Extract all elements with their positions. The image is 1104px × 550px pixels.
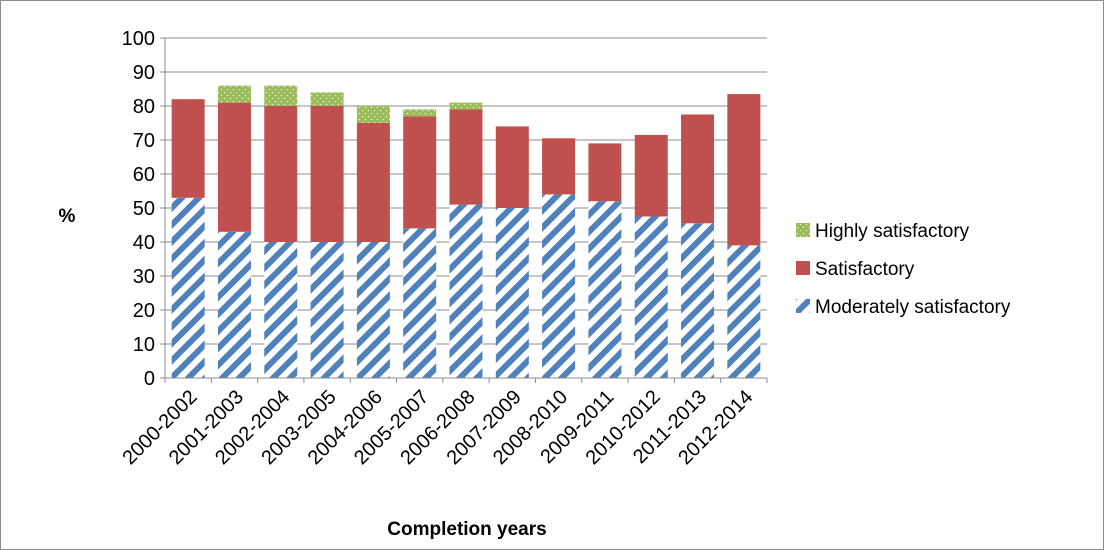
bar-segment-satisfactory [542,138,576,195]
bar-segment-moderately-satisfactory [727,245,761,378]
bar-segment-satisfactory [449,109,483,205]
y-tick-label: 20 [133,300,155,322]
bar-segment-moderately-satisfactory [681,223,715,378]
legend-swatch [796,261,810,275]
y-tick-label: 10 [133,334,155,356]
bar-segment-moderately-satisfactory [449,204,483,378]
bars [171,85,761,378]
bar-segment-satisfactory [588,143,622,202]
legend: Highly satisfactory Satisfactory Moderatel… [796,221,1011,318]
bar-segment-highly-satisfactory [217,85,251,103]
bar-segment-highly-satisfactory [449,102,483,110]
legend-swatch [796,299,810,313]
bar-segment-highly-satisfactory [264,85,298,106]
bar-segment-satisfactory [681,114,715,224]
y-tick-labels: 0 10 20 30 40 50 60 70 80 90 100 [122,28,155,390]
y-tick-label: 70 [133,130,155,152]
bar-segment-satisfactory [495,126,529,208]
bar-segment-satisfactory [310,106,344,242]
y-tick-label: 30 [133,266,155,288]
y-tick-label: 90 [133,62,155,84]
y-tick-label: 0 [144,368,155,390]
y-tick-label: 40 [133,232,155,254]
y-tick-label: 50 [133,198,155,220]
bar-segment-satisfactory [356,123,390,242]
bar-segment-satisfactory [634,134,668,217]
bar-segment-moderately-satisfactory [495,208,529,378]
bar-segment-satisfactory [727,94,761,246]
bar-segment-satisfactory [171,99,205,198]
y-tick-label: 60 [133,164,155,186]
legend-label: Highly satisfactory [815,221,970,242]
legend-label: Satisfactory [815,259,915,280]
x-axis-title: Completion years [387,519,546,540]
bar-segment-moderately-satisfactory [634,216,668,378]
bar-segment-highly-satisfactory [310,92,344,106]
bar-segment-satisfactory [264,106,298,242]
bar-segment-moderately-satisfactory [403,228,437,378]
bar-segment-moderately-satisfactory [310,242,344,378]
bar-segment-moderately-satisfactory [588,201,622,378]
bar-segment-moderately-satisfactory [217,231,251,378]
y-tick-label: 80 [133,96,155,118]
bar-segment-highly-satisfactory [356,106,390,123]
y-tick-label: 100 [122,28,155,50]
bar-segment-moderately-satisfactory [264,242,298,378]
legend-label: Moderately satisfactory [815,297,1011,318]
bar-segment-moderately-satisfactory [356,242,390,378]
bar-segment-satisfactory [403,116,437,229]
bar-segment-highly-satisfactory [403,109,437,117]
axes [164,38,768,383]
bar-segment-satisfactory [217,102,251,232]
y-axis-title: % [59,206,76,227]
bar-segment-moderately-satisfactory [171,197,205,378]
legend-swatch [796,223,810,237]
x-tick-labels: 2000-20022001-20032002-20042003-20052004… [118,386,757,469]
bar-segment-moderately-satisfactory [542,194,576,378]
